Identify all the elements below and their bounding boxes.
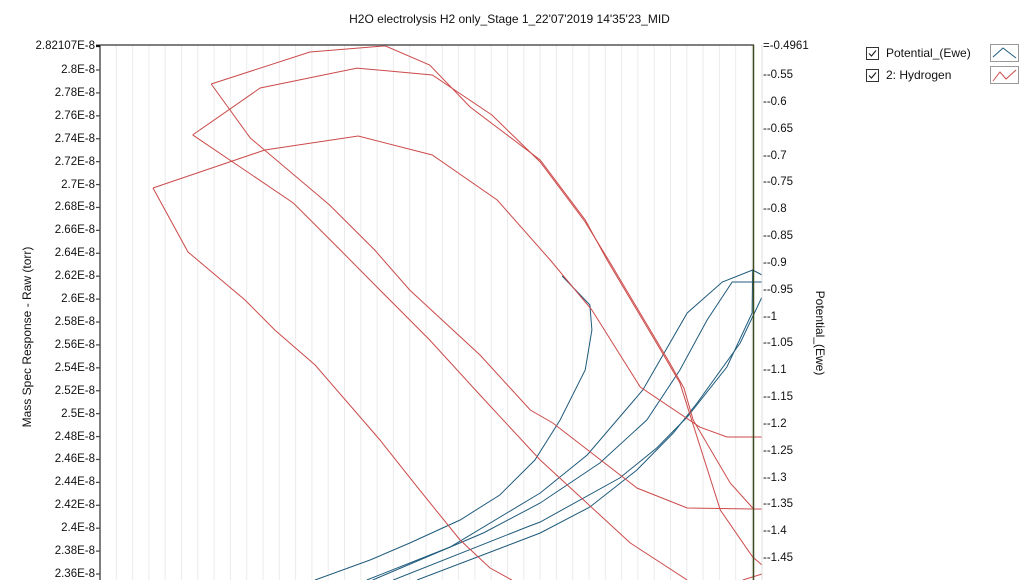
left-tick-label: 2.82107E-8 (35, 39, 95, 52)
legend: Potential_(Ewe) 2: Hydrogen (866, 42, 1019, 86)
legend-label: 2: Hydrogen (886, 68, 952, 82)
vertical-grid (115, 45, 753, 580)
chart-title: H2O electrolysis H2 only_Stage 1_22'07'2… (349, 12, 670, 26)
left-tick-label: 2.36E-8 (54, 568, 95, 580)
right-tick-label: --0.8 (763, 203, 787, 216)
right-tick-label: --0.6 (763, 95, 787, 108)
left-tick-label: 2.5E-8 (61, 407, 95, 420)
left-tick-label: 2.44E-8 (54, 476, 95, 489)
hydrogen-line (742, 573, 763, 580)
legend-item-potential[interactable]: Potential_(Ewe) (866, 42, 1019, 64)
hydrogen-line (192, 67, 754, 509)
left-tick-label: 2.58E-8 (54, 316, 95, 328)
hydrogen-line (211, 45, 763, 566)
left-tick-label: 2.64E-8 (54, 247, 95, 260)
left-tick-label: 2.46E-8 (54, 453, 95, 466)
right-tick-label: --1.3 (763, 471, 787, 484)
left-axis-label: Mass Spec Response - Raw (torr) (20, 246, 34, 428)
left-tick-label: 2.7E-8 (61, 178, 95, 191)
right-tick-label: --0.7 (763, 149, 787, 162)
left-tick-label: 2.62E-8 (54, 270, 95, 283)
right-tick-label: --1.15 (763, 391, 794, 404)
right-tick-label: --0.85 (763, 230, 794, 242)
right-tick-label: --1 (763, 310, 778, 323)
series-layer (152, 45, 763, 580)
left-tick-label: 2.66E-8 (54, 224, 95, 237)
left-tick-label: 2.42E-8 (54, 499, 95, 512)
right-tick-label: --1.1 (763, 364, 787, 377)
hydrogen-line (192, 134, 688, 580)
potential-line (314, 275, 593, 580)
potential-line (366, 269, 753, 580)
legend-item-hydrogen[interactable]: 2: Hydrogen (866, 64, 1019, 86)
left-tick-label: 2.6E-8 (61, 293, 95, 306)
legend-label: Potential_(Ewe) (886, 46, 971, 60)
left-tick-label: 2.54E-8 (54, 361, 95, 374)
left-tick-label: 2.4E-8 (61, 522, 95, 535)
right-tick-label: --1.25 (763, 444, 794, 457)
checkbox-checked-icon[interactable] (866, 68, 879, 82)
right-tick-label: =-0.4961 (763, 40, 809, 53)
left-tick-label: 2.52E-8 (54, 384, 95, 397)
potential-line (372, 281, 762, 580)
right-tick-label: --0.95 (763, 283, 794, 296)
checkbox-checked-icon[interactable] (866, 46, 879, 60)
right-tick-label: --1.45 (763, 552, 794, 565)
hydrogen-line (210, 83, 762, 510)
hydrogen-line (152, 135, 762, 438)
left-tick-label: 2.48E-8 (54, 430, 95, 443)
left-tick-label: 2.78E-8 (54, 86, 95, 99)
right-tick-label: --0.55 (763, 69, 794, 81)
right-tick-label: --0.75 (763, 176, 794, 189)
right-tick-label: --1.4 (763, 525, 787, 538)
right-tick-label: --1.35 (763, 498, 794, 511)
left-tick-label: 2.8E-8 (61, 64, 95, 76)
potential-line (416, 296, 763, 580)
right-axis-label: Potential_(Ewe) (813, 290, 827, 376)
line-swatch-icon (990, 44, 1019, 62)
hydrogen-line (152, 187, 513, 580)
potential-line (393, 269, 763, 580)
right-tick-label: --1.05 (763, 337, 794, 350)
left-tick-label: 2.72E-8 (54, 155, 95, 168)
right-tick-label: --0.9 (763, 256, 787, 269)
line-swatch-icon (990, 66, 1019, 84)
left-tick-label: 2.76E-8 (54, 109, 95, 122)
left-tick-label: 2.56E-8 (54, 338, 95, 351)
left-tick-label: 2.74E-8 (54, 132, 95, 145)
left-tick-label: 2.38E-8 (54, 545, 95, 558)
left-tick-label: 2.68E-8 (54, 201, 95, 214)
right-tick-label: --0.65 (763, 122, 794, 135)
left-tick-marks (96, 44, 100, 575)
right-tick-label: --1.2 (763, 417, 787, 430)
